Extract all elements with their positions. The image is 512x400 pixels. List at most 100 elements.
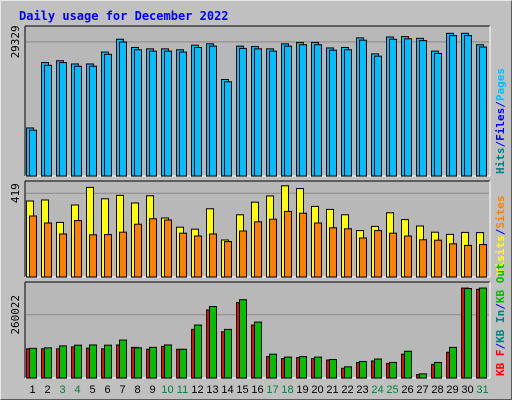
bar-kb-out xyxy=(209,306,217,379)
legend-entry: KB Out xyxy=(494,263,507,303)
bar-files xyxy=(329,49,337,177)
bar-kb-out xyxy=(44,347,52,379)
bar-sites xyxy=(464,244,472,278)
bar-kb-out xyxy=(329,359,337,379)
bar-kb-out xyxy=(374,358,382,379)
bar-sites xyxy=(449,243,457,278)
x-tick-label: 20 xyxy=(311,384,323,396)
legend: Hits/Files/Pages xyxy=(494,68,507,174)
bar-sites xyxy=(254,221,262,278)
x-tick-label: 30 xyxy=(461,384,473,396)
bar-kb-out xyxy=(434,361,442,379)
bar-kb-out xyxy=(104,344,112,379)
bar-sites xyxy=(44,222,52,278)
bar-kb-out xyxy=(419,373,427,379)
legend: KB F/KB In/KB Out xyxy=(494,263,507,376)
x-tick-label: 31 xyxy=(476,384,488,396)
legend: Visits/Sites xyxy=(494,196,507,276)
x-tick-label: 25 xyxy=(386,384,398,396)
legend-entry: Hits xyxy=(494,148,507,175)
bar-files xyxy=(449,35,457,177)
x-tick-label: 16 xyxy=(251,384,263,396)
bar-sites xyxy=(344,228,352,278)
x-tick-label: 6 xyxy=(104,384,110,396)
x-tick-label: 23 xyxy=(356,384,368,396)
bar-files xyxy=(134,49,142,177)
bar-kb-out xyxy=(29,347,37,379)
bar-sites xyxy=(89,234,97,278)
x-tick-label: 24 xyxy=(371,384,383,396)
bar-files xyxy=(194,46,202,177)
x-tick-label: 7 xyxy=(119,384,125,396)
bar-sites xyxy=(314,222,322,278)
bar-sites xyxy=(209,233,217,278)
x-tick-label: 3 xyxy=(59,384,65,396)
legend-entry: / xyxy=(494,343,507,350)
legend-entry: KB F xyxy=(494,350,507,377)
bar-kb-out xyxy=(389,361,397,379)
bar-files xyxy=(479,46,487,177)
x-tick-label: 21 xyxy=(326,384,338,396)
bar-sites xyxy=(134,223,142,278)
bar-sites xyxy=(374,230,382,278)
bar-kb-out xyxy=(479,287,487,379)
bar-kb-out xyxy=(314,356,322,379)
x-tick-label: 27 xyxy=(416,384,428,396)
legend-entry: Sites xyxy=(494,196,507,229)
bar-sites xyxy=(104,234,112,278)
legend-entry: / xyxy=(494,303,507,310)
bar-files xyxy=(314,44,322,177)
panel-visits-sites: 419 Visits/Sites xyxy=(9,180,507,278)
bar-sites xyxy=(269,218,277,278)
bar-sites xyxy=(29,215,37,278)
bar-sites xyxy=(179,232,187,278)
bar-sites xyxy=(389,232,397,278)
x-tick-label: 12 xyxy=(191,384,203,396)
bar-files xyxy=(269,50,277,177)
bar-files xyxy=(179,51,187,177)
bar-sites xyxy=(329,227,337,278)
bar-kb-out xyxy=(134,347,142,379)
bar-files xyxy=(164,50,172,177)
x-tick-label: 22 xyxy=(341,384,353,396)
bar-sites xyxy=(359,237,367,278)
bar-files xyxy=(149,50,157,177)
bar-kb-out xyxy=(449,346,457,379)
bar-kb-out xyxy=(194,324,202,379)
bar-files xyxy=(89,65,97,177)
bar-files xyxy=(284,45,292,177)
legend-entry: / xyxy=(494,101,507,108)
bar-kb-out xyxy=(224,328,232,379)
y-tick-label: 419 xyxy=(9,183,22,203)
bar-sites xyxy=(164,219,172,278)
x-tick-label: 5 xyxy=(89,384,95,396)
bar-sites xyxy=(74,220,82,278)
bar-kb-out xyxy=(59,345,67,379)
bar-kb-out xyxy=(119,339,127,379)
bar-files xyxy=(299,44,307,177)
bar-sites xyxy=(149,218,157,278)
x-tick-label: 1 xyxy=(29,384,35,396)
bar-sites xyxy=(434,239,442,278)
bar-kb-out xyxy=(239,299,247,379)
bar-kb-out xyxy=(149,346,157,379)
bar-kb-out xyxy=(359,360,367,379)
legend-entry: Files xyxy=(494,108,507,141)
bar-sites xyxy=(59,233,67,278)
legend-entry: Pages xyxy=(494,68,507,101)
bar-kb-out xyxy=(269,353,277,379)
x-tick-label: 14 xyxy=(221,384,233,396)
bar-sites xyxy=(419,239,427,278)
bar-kb-out xyxy=(254,321,262,379)
chart-title: Daily usage for December 2022 xyxy=(19,9,229,23)
bar-files xyxy=(104,53,112,177)
bar-files xyxy=(404,38,412,177)
bar-kb-out xyxy=(74,344,82,379)
bar-kb-out xyxy=(299,356,307,379)
bar-kb-out xyxy=(89,344,97,379)
x-tick-label: 2 xyxy=(44,384,50,396)
bar-kb-out xyxy=(404,350,412,379)
x-tick-label: 29 xyxy=(446,384,458,396)
